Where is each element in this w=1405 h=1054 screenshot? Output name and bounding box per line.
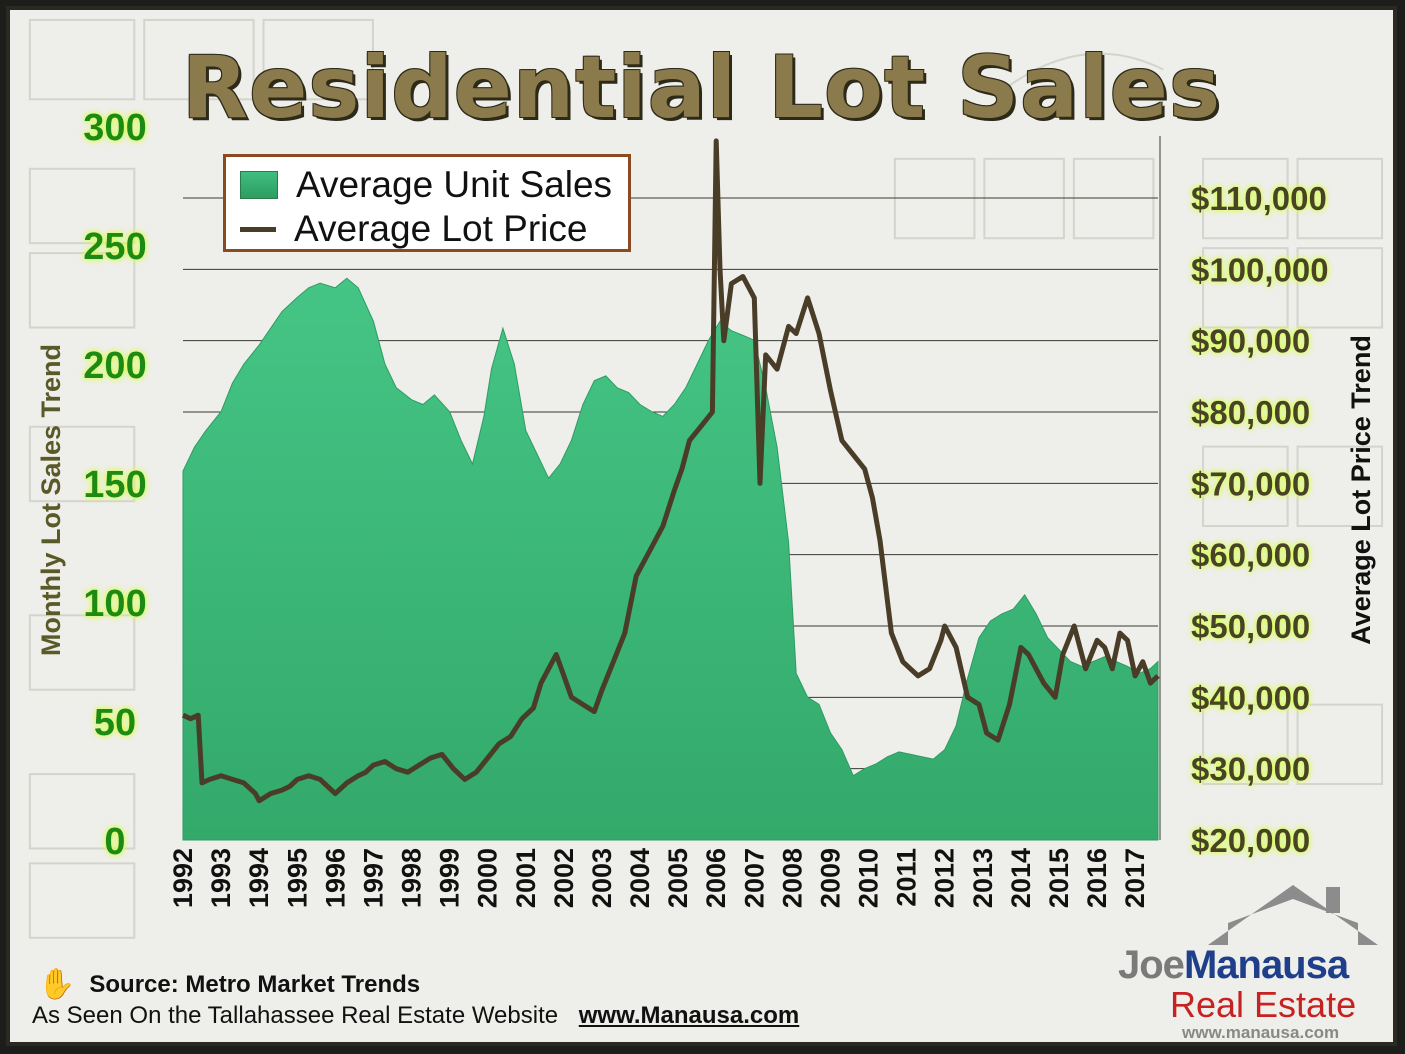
chart-plot: 0 50 100 150 200 250 300 $20,000 $30,000 $40,000 $…: [36, 107, 1376, 908]
x-tick-label: 2006: [701, 848, 731, 908]
x-tick-label: 2007: [739, 848, 769, 908]
x-tick-label: 1992: [168, 848, 198, 908]
legend-label-price: Average Lot Price: [294, 208, 588, 249]
sales-area-layer: [182, 277, 1159, 841]
logo-name: JoeManausa: [1118, 943, 1349, 988]
chart-title: Residential Lot Sales: [181, 38, 1222, 138]
y-left-tick-label: 300: [83, 107, 146, 149]
x-tick-label: 2003: [587, 848, 617, 908]
x-tick-label: 1994: [244, 848, 274, 908]
legend-item-sales: Average Unit Sales: [240, 164, 613, 205]
legend: Average Unit Sales Average Lot Price: [223, 154, 631, 252]
x-tick-label: 1995: [282, 848, 312, 908]
legend-swatch-sales: [240, 171, 278, 199]
x-tick-label: 2005: [663, 848, 693, 908]
y-right-tick-label: $60,000: [1191, 537, 1310, 574]
website-link[interactable]: www.Manausa.com: [578, 1002, 800, 1029]
company-logo: JoeManausa Real Estate www.manausa.com: [1118, 881, 1393, 1042]
x-tick-label: 1996: [320, 848, 350, 908]
x-tick-label: 2015: [1044, 848, 1074, 908]
x-tick-label: 2016: [1082, 848, 1112, 908]
x-tick-label: 2012: [930, 848, 960, 908]
x-tick-label: 1997: [358, 848, 388, 908]
y-right-tick-label: $40,000: [1191, 679, 1310, 716]
x-tick-label: 2014: [1006, 848, 1036, 908]
price-line-layer: [181, 138, 1160, 804]
logo-url: www.manausa.com: [1182, 1023, 1340, 1042]
legend-item-price: Average Lot Price: [240, 208, 588, 249]
x-tick-label: 2010: [854, 848, 884, 908]
logo-joe: Joe: [1118, 943, 1185, 987]
y-left-tick-label: 200: [83, 345, 146, 387]
y-right-axis-title: Average Lot Price Trend: [1346, 335, 1376, 645]
y-right-tick-label: $70,000: [1191, 465, 1310, 502]
sales-area: [182, 277, 1159, 841]
axes: 0 50 100 150 200 250 300 $20,000 $30,000 $40,000 $…: [36, 107, 1376, 908]
y-right-tick-label: $20,000: [1191, 822, 1310, 859]
seen-on-line: As Seen On the Tallahassee Real Estate W…: [32, 1002, 799, 1030]
y-right-tick-label: $90,000: [1191, 323, 1310, 360]
x-tick-label: 2000: [473, 848, 503, 908]
x-tick-label: 2004: [625, 848, 655, 908]
legend-label-sales: Average Unit Sales: [296, 164, 613, 205]
y-left-tick-label: 250: [83, 226, 146, 268]
logo-manausa: Manausa: [1183, 943, 1349, 987]
price-line: [181, 138, 1160, 804]
source-text: Source: Metro Market Trends: [89, 970, 421, 998]
x-tick-label: 2001: [511, 848, 541, 908]
seen-on-text: As Seen On the Tallahassee Real Estate W…: [32, 1002, 559, 1029]
x-tick-label: 2017: [1120, 848, 1150, 908]
x-tick-label: 1998: [397, 848, 427, 908]
logo-real-estate: Real Estate: [1170, 984, 1357, 1025]
legend-swatch-price: [240, 226, 276, 232]
plat-map-background: [28, 18, 1384, 939]
y-right-tick-label: $80,000: [1191, 394, 1310, 431]
x-tick-label: 2011: [892, 848, 922, 907]
y-left-tick-label: 50: [94, 702, 136, 744]
y-right-tick-label: $30,000: [1191, 751, 1310, 788]
y-left-tick-label: 100: [83, 583, 146, 625]
x-tick-label: 2013: [968, 848, 998, 908]
y-right-tick-label: $50,000: [1191, 608, 1310, 645]
x-tick-label: 1993: [206, 848, 236, 908]
y-left-tick-label: 150: [83, 464, 146, 506]
y-left-tick-label: 0: [104, 821, 125, 863]
house-icon: [1208, 885, 1378, 945]
x-tick-label: 2002: [549, 848, 579, 908]
x-tick-label: 2008: [777, 848, 807, 908]
y-left-axis-title: Monthly Lot Sales Trend: [36, 344, 66, 656]
hand-icon: ✋: [38, 968, 76, 1001]
x-tick-label: 2009: [815, 848, 845, 908]
source-line: ✋ Source: Metro Market Trends: [38, 967, 420, 1002]
y-right-tick-label: $100,000: [1191, 251, 1329, 288]
chart-frame: 0 50 100 150 200 250 300 $20,000 $30,000 $40,000 $…: [6, 6, 1397, 1046]
y-right-tick-label: $110,000: [1191, 180, 1327, 217]
x-tick-label: 1999: [435, 848, 465, 908]
